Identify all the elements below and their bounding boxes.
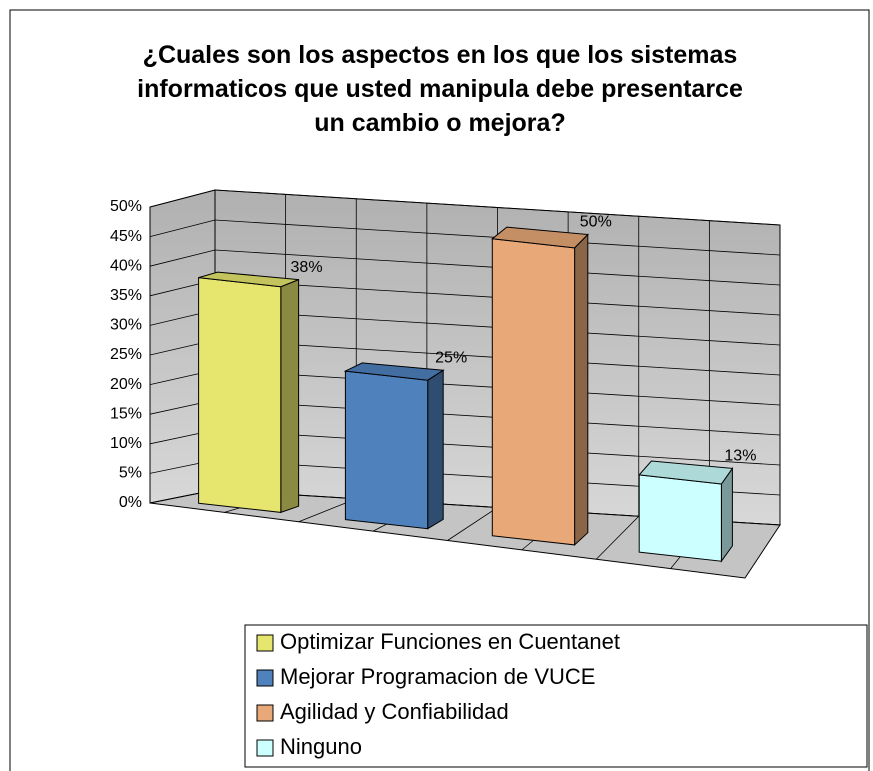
legend-box (244, 624, 868, 768)
value-label: 38% (291, 259, 323, 276)
legend-swatch (256, 704, 274, 722)
legend-label: Mejorar Programacion de VUCE (280, 664, 595, 689)
y-tick-label: 5% (119, 465, 142, 482)
bar-side (280, 278, 300, 514)
bar (638, 460, 734, 563)
bar-top (343, 362, 445, 381)
bar-top (198, 271, 299, 288)
y-tick-label: 50% (110, 198, 142, 215)
chart-title: ¿Cuales son los aspectos en los que los … (137, 41, 743, 137)
y-tick-label: 0% (119, 494, 142, 511)
grid-line (149, 189, 781, 226)
legend-swatch (256, 634, 274, 652)
legend-label: Agilidad y Confiabilidad (280, 699, 509, 724)
bar (491, 226, 589, 547)
legend-label: Ninguno (280, 734, 362, 759)
bar-side (574, 233, 589, 547)
bar-top (638, 460, 734, 485)
legend-label: Optimizar Funciones en Cuentanet (280, 629, 620, 654)
y-tick-label: 35% (110, 287, 142, 304)
floor-divider (595, 515, 640, 560)
value-label: 25% (435, 350, 467, 367)
bar-side (427, 369, 444, 530)
bar (198, 271, 300, 514)
y-tick-label: 40% (110, 257, 142, 274)
legend-swatch (256, 669, 274, 687)
y-tick-label: 30% (110, 317, 142, 334)
bar-top (491, 226, 589, 249)
grid-line (149, 249, 781, 286)
legend-swatch (256, 739, 274, 757)
grid-line (149, 219, 781, 256)
y-tick-label: 20% (110, 376, 142, 393)
bar-front (198, 277, 282, 513)
bar-front (344, 370, 429, 530)
y-tick-label: 45% (110, 228, 142, 245)
value-label: 13% (724, 448, 756, 465)
y-tick-label: 15% (110, 405, 142, 422)
bar-front (638, 474, 722, 562)
bar-front (491, 238, 576, 546)
y-tick-label: 25% (110, 346, 142, 363)
bar (343, 362, 445, 530)
y-tick-label: 10% (110, 435, 142, 452)
floor-divider (447, 507, 498, 541)
value-label: 50% (580, 214, 612, 231)
